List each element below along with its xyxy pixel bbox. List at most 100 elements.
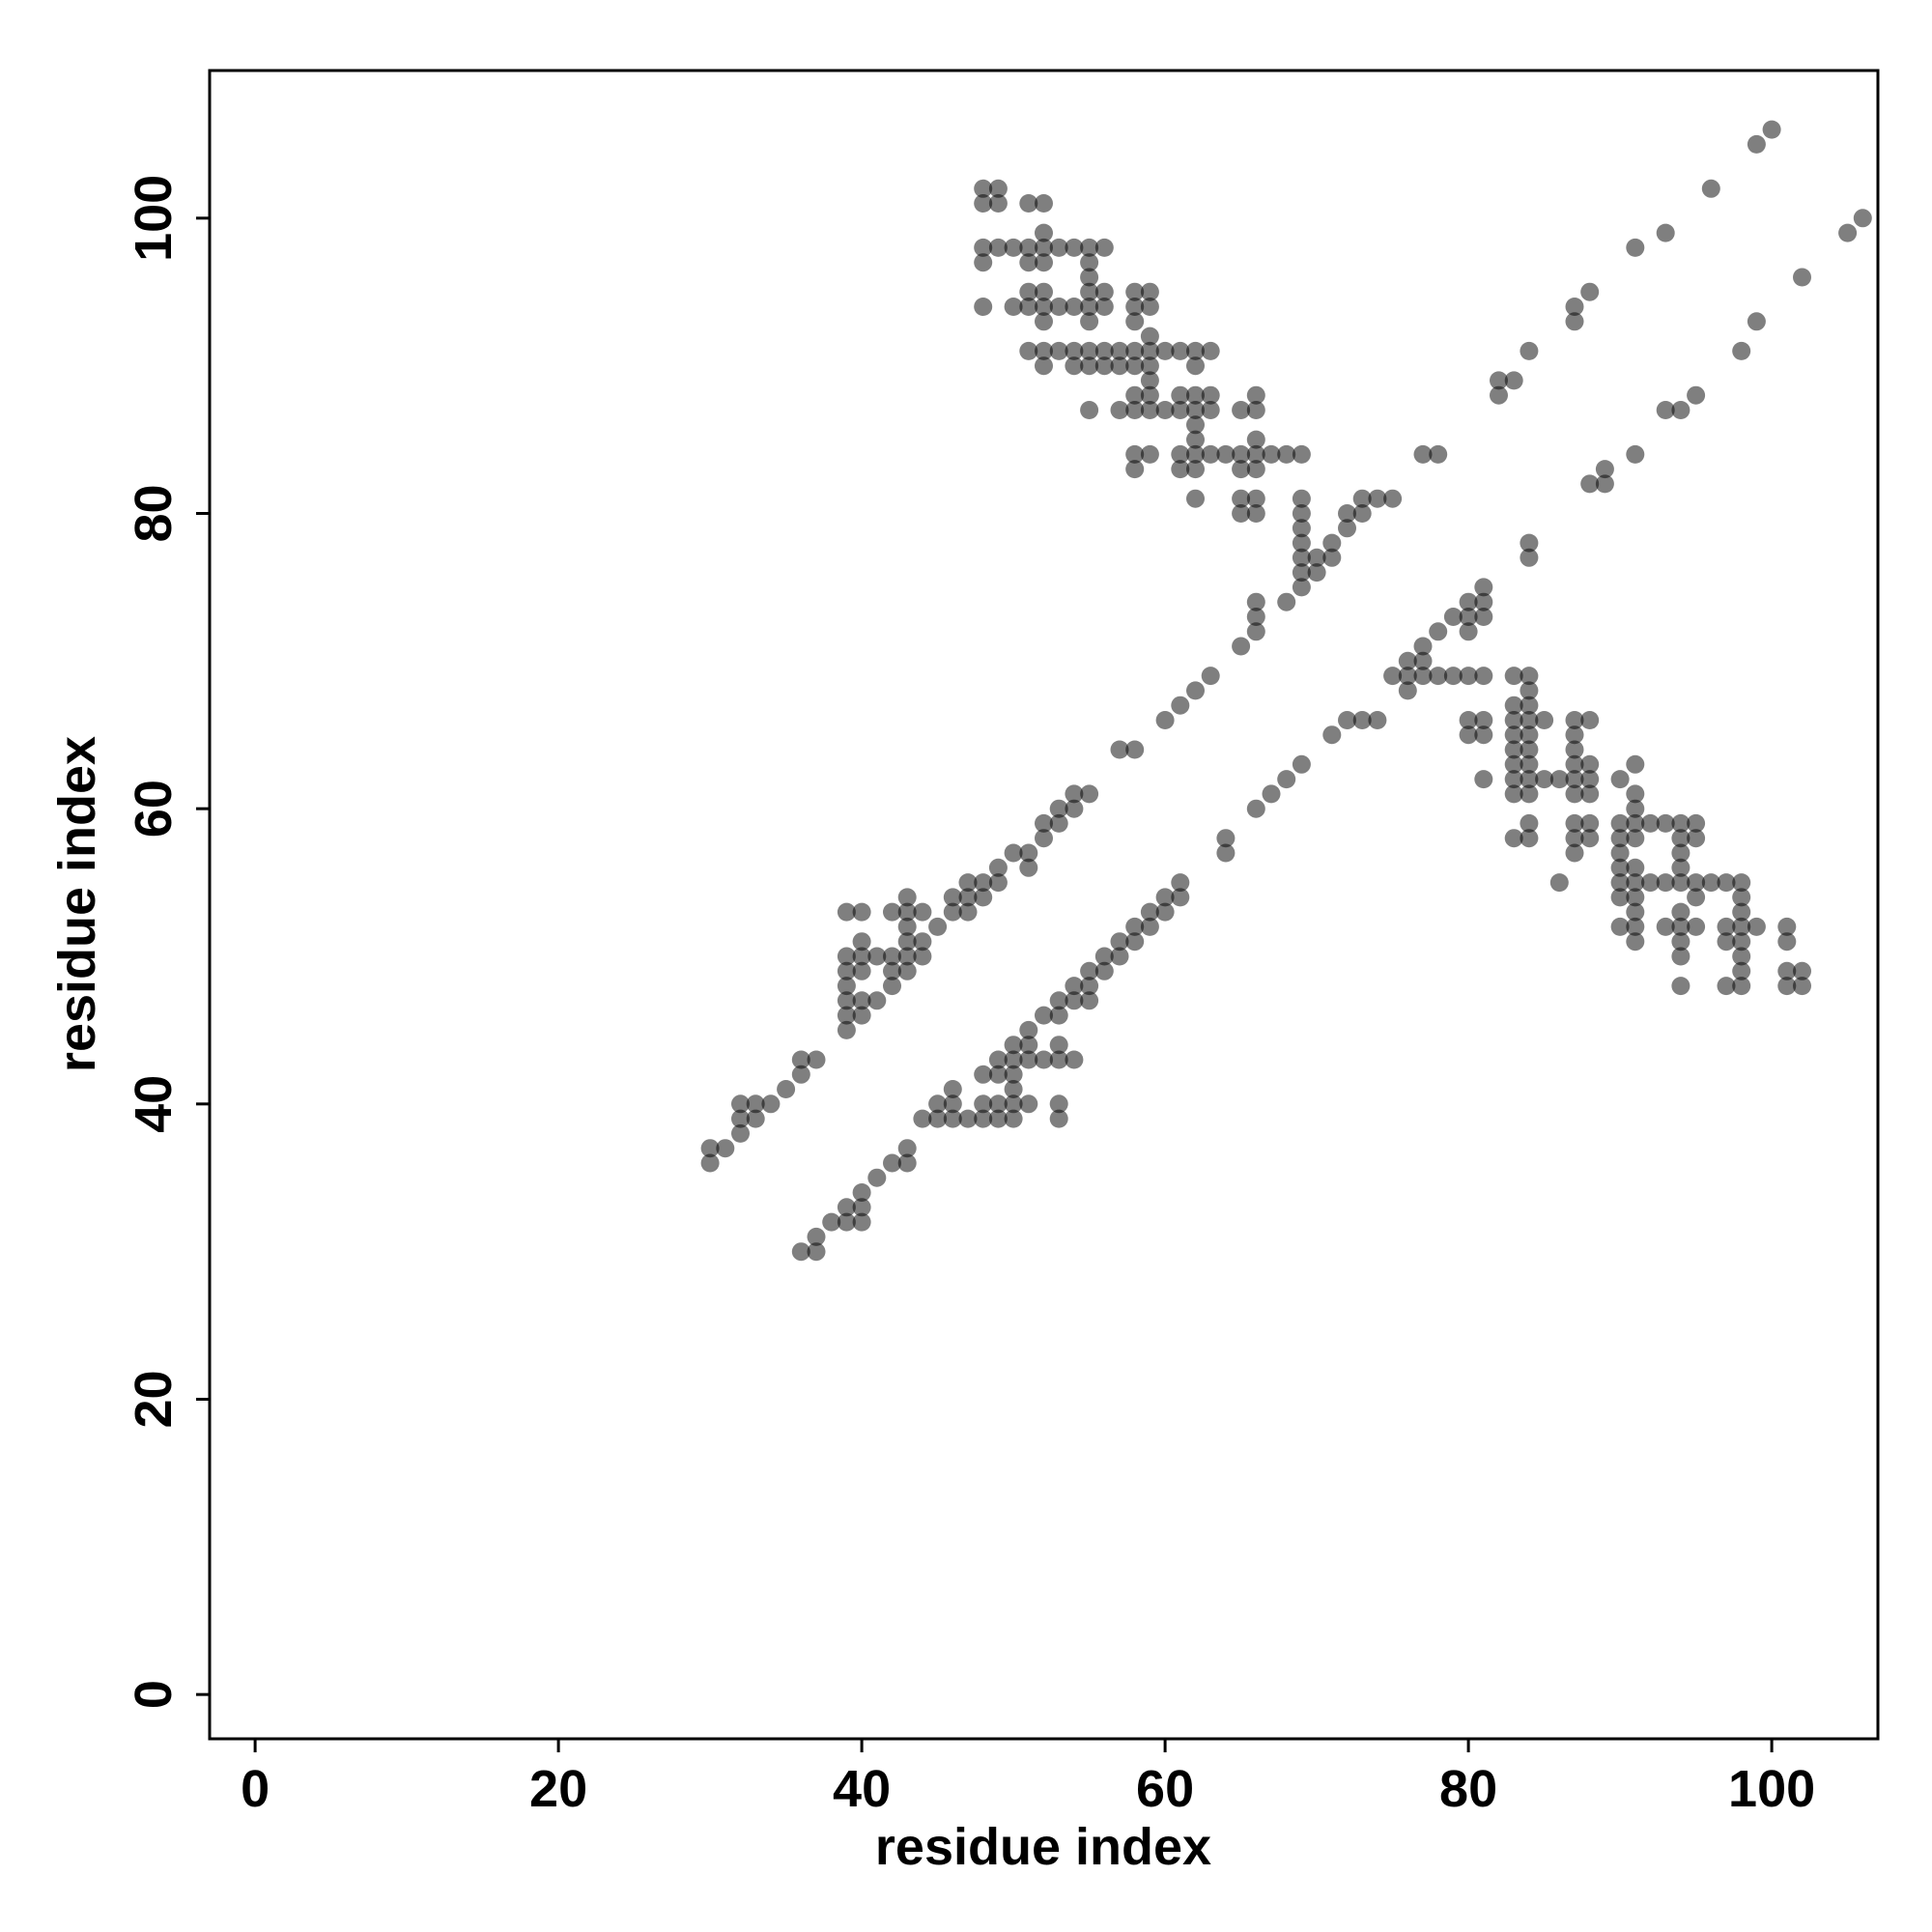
data-point (988, 873, 1008, 893)
data-point (1292, 548, 1311, 567)
data-point (1398, 651, 1417, 670)
x-tick-label: 100 (1728, 1760, 1815, 1818)
data-points (700, 120, 1872, 1262)
data-point (1413, 667, 1433, 686)
data-point (1474, 725, 1493, 745)
data-point (1520, 740, 1539, 759)
y-axis: 0 20 40 60 80 100 (125, 175, 210, 1709)
data-point (1049, 1006, 1068, 1025)
data-point (1701, 873, 1720, 893)
x-axis: 0 20 40 60 80 100 (241, 1739, 1815, 1818)
data-point (1125, 740, 1145, 759)
data-point (897, 1153, 917, 1173)
data-point (1094, 282, 1114, 301)
data-point (1732, 917, 1751, 936)
data-point (897, 888, 917, 907)
data-point (974, 179, 993, 198)
data-point (1383, 667, 1403, 686)
data-point (1490, 371, 1508, 390)
data-point (1019, 253, 1038, 272)
data-point (1186, 341, 1205, 360)
data-point (1626, 754, 1645, 774)
data-point (1049, 298, 1068, 316)
data-point (837, 902, 856, 922)
data-point (731, 1094, 750, 1114)
data-point (1520, 711, 1539, 729)
data-point (1080, 341, 1099, 360)
data-point (1080, 238, 1099, 257)
data-point (1125, 401, 1145, 419)
data-point (974, 1109, 993, 1128)
data-point (1155, 341, 1175, 360)
data-point (1777, 917, 1797, 936)
data-point (1019, 298, 1038, 316)
data-point (1641, 873, 1660, 893)
data-point (852, 902, 871, 922)
data-point (1216, 444, 1236, 464)
data-point (1246, 592, 1265, 611)
data-point (1004, 843, 1023, 863)
data-point (867, 947, 887, 966)
data-point (837, 1006, 856, 1025)
data-point (1125, 385, 1145, 405)
x-tick-label: 60 (1136, 1760, 1194, 1818)
y-tick-label: 20 (125, 1370, 183, 1428)
data-point (1186, 444, 1205, 464)
data-point (1080, 784, 1099, 804)
data-point (1065, 784, 1084, 804)
data-point (1687, 829, 1706, 848)
data-point (1004, 1080, 1023, 1098)
data-point (700, 1139, 720, 1158)
y-tick-label: 40 (125, 1075, 183, 1133)
data-point (1292, 754, 1311, 774)
data-point (1216, 843, 1236, 863)
data-point (1246, 799, 1265, 818)
data-point (791, 1050, 810, 1069)
data-point (1110, 401, 1129, 419)
data-point (988, 238, 1008, 257)
data-point (1065, 238, 1084, 257)
y-tick-label: 100 (125, 175, 183, 262)
data-point (1504, 725, 1523, 745)
data-point (1035, 194, 1053, 213)
data-point (1125, 298, 1145, 316)
data-point (1322, 533, 1342, 553)
data-point (1762, 120, 1781, 139)
data-point (1732, 961, 1751, 980)
data-point (988, 1094, 1008, 1114)
data-point (1019, 282, 1038, 301)
data-point (1035, 813, 1053, 833)
data-point (837, 977, 856, 996)
data-point (1004, 1094, 1023, 1114)
data-point (1565, 843, 1584, 863)
data-point (974, 873, 993, 893)
data-point (883, 1153, 901, 1173)
data-point (1595, 474, 1614, 494)
data-point (1626, 858, 1645, 877)
data-point (1049, 1036, 1068, 1055)
data-point (1626, 238, 1645, 257)
data-point (1004, 1036, 1023, 1055)
data-point (852, 991, 871, 1010)
data-point (807, 1050, 826, 1069)
data-point (1671, 401, 1690, 419)
data-point (974, 1065, 993, 1084)
data-point (1080, 312, 1099, 331)
data-point (1504, 696, 1523, 715)
data-point (1049, 1094, 1068, 1114)
data-point (1186, 460, 1205, 479)
data-point (1610, 917, 1630, 936)
data-point (1035, 298, 1053, 316)
data-point (1610, 858, 1630, 877)
data-point (1687, 888, 1706, 907)
data-point (1049, 991, 1068, 1010)
data-point (1246, 430, 1265, 449)
data-point (1201, 341, 1220, 360)
data-point (1140, 401, 1159, 419)
data-point (1080, 298, 1099, 316)
data-point (883, 961, 901, 980)
data-point (1262, 444, 1281, 464)
data-point (1307, 563, 1326, 582)
data-point (1035, 1050, 1053, 1069)
data-point (1793, 961, 1811, 980)
